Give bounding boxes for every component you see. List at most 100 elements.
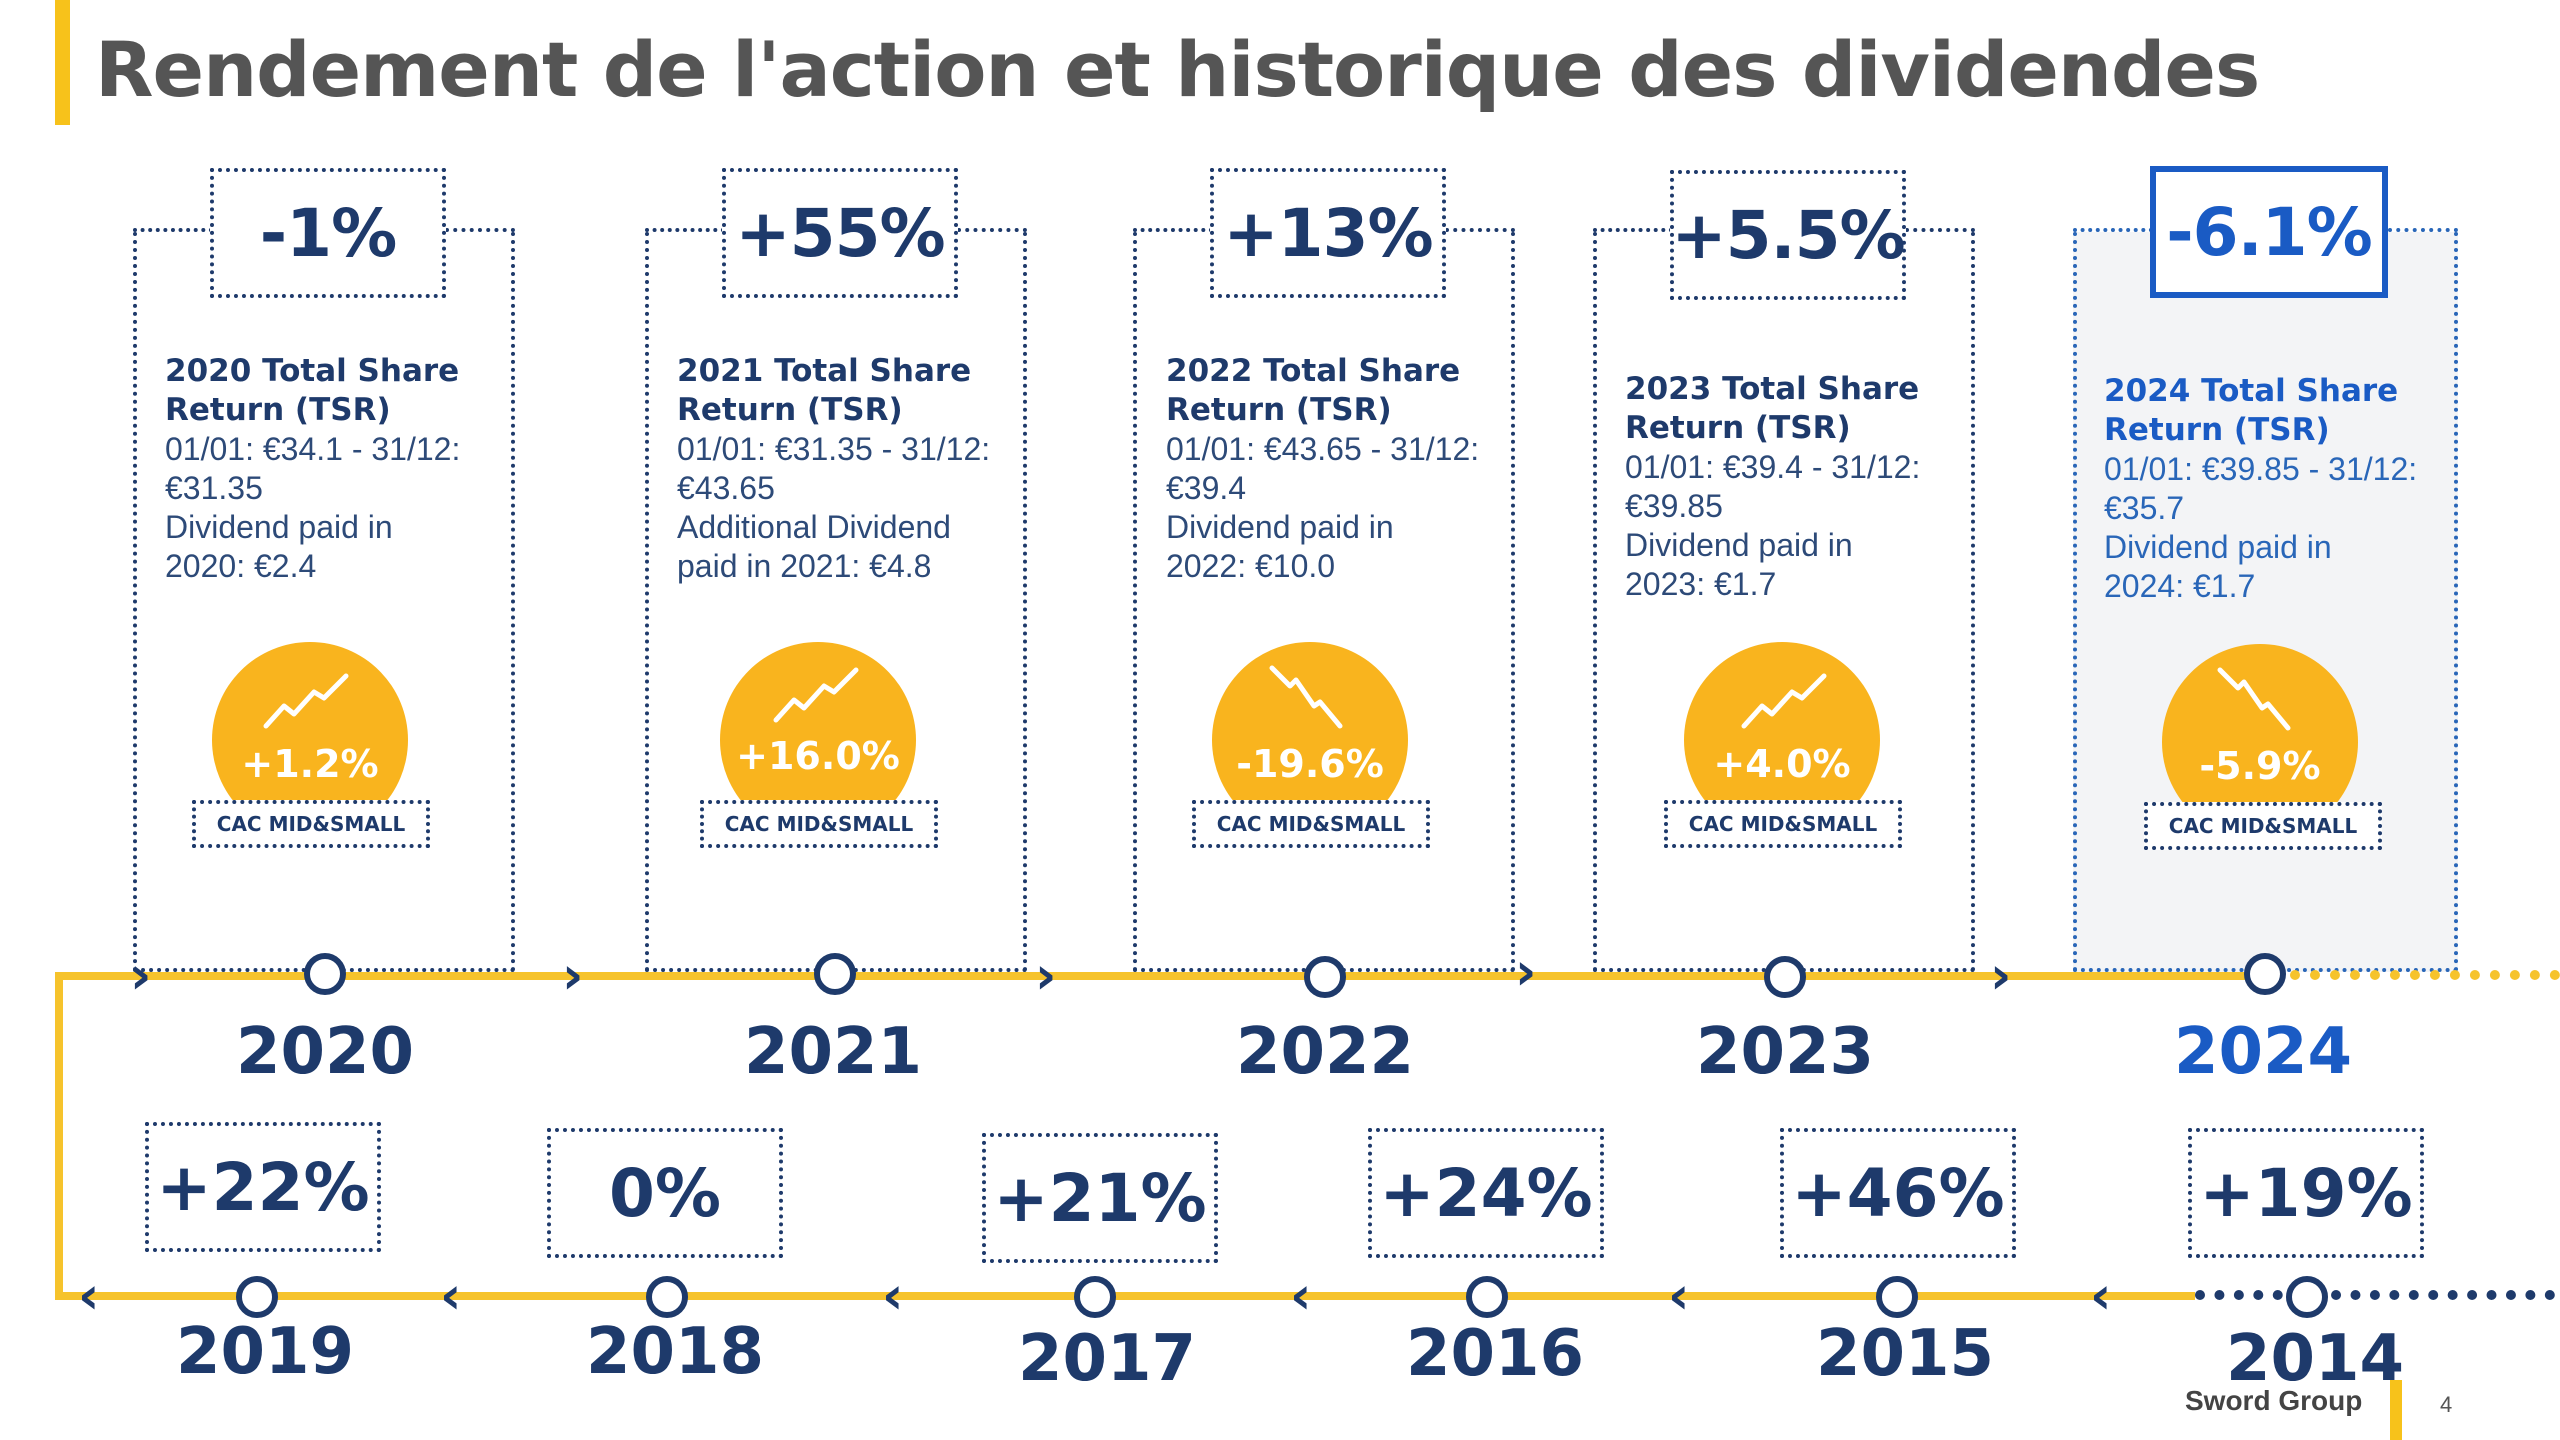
cac-label-2022: CAC MID&SMALL bbox=[1192, 800, 1430, 848]
tsr-line: 2020: €2.4 bbox=[165, 548, 317, 584]
tsr-heading-2023: 2023 Total Share Return (TSR) bbox=[1625, 371, 1920, 446]
chevron-left-icon: ‹ bbox=[1668, 1266, 1690, 1326]
cac-value-2024: -5.9% bbox=[2199, 744, 2321, 788]
tsr-badge-2020: -1% bbox=[210, 168, 446, 298]
tsr-heading-2022: 2022 Total Share Return (TSR) bbox=[1166, 353, 1461, 428]
year-label-2014: 2014 bbox=[2225, 1322, 2405, 1396]
timeline-node-2022 bbox=[1304, 956, 1346, 998]
chevron-left-icon: ‹ bbox=[2090, 1266, 2112, 1326]
tsr-badge-2014: +19% bbox=[2188, 1128, 2424, 1258]
timeline-node-2024 bbox=[2244, 953, 2286, 995]
timeline-node-2019 bbox=[236, 1276, 278, 1318]
tsr-desc-2020: 2020 Total Share Return (TSR) 01/01: €34… bbox=[165, 352, 495, 586]
timeline-node-2020 bbox=[304, 953, 346, 995]
tsr-line: €39.85 bbox=[1625, 488, 1723, 524]
cac-label-2021: CAC MID&SMALL bbox=[700, 800, 938, 848]
tsr-desc-2024: 2024 Total Share Return (TSR) 01/01: €39… bbox=[2104, 372, 2444, 606]
tsr-line: 2024: €1.7 bbox=[2104, 568, 2256, 604]
tsr-badge-2019: +22% bbox=[145, 1122, 381, 1252]
tsr-desc-2021: 2021 Total Share Return (TSR) 01/01: €31… bbox=[677, 352, 1017, 586]
chevron-right-icon: › bbox=[1990, 946, 2012, 1006]
tsr-heading-2021: 2021 Total Share Return (TSR) bbox=[677, 353, 972, 428]
cac-value-2021: +16.0% bbox=[736, 734, 900, 778]
cac-label-2023: CAC MID&SMALL bbox=[1664, 800, 1902, 848]
tsr-badge-2023: +5.5% bbox=[1670, 170, 1906, 300]
year-label-2021: 2021 bbox=[743, 1015, 923, 1089]
tsr-line: €39.4 bbox=[1166, 470, 1247, 506]
tsr-badge-2024: -6.1% bbox=[2150, 166, 2388, 298]
tsr-line: Dividend paid in bbox=[2104, 529, 2332, 565]
year-label-2020: 2020 bbox=[235, 1015, 415, 1089]
tsr-heading-2020: 2020 Total Share Return (TSR) bbox=[165, 353, 460, 428]
tsr-desc-2022: 2022 Total Share Return (TSR) 01/01: €43… bbox=[1166, 352, 1506, 586]
card-2020 bbox=[133, 228, 515, 972]
tsr-line: Additional Dividend bbox=[677, 509, 951, 545]
timeline-node-2015 bbox=[1876, 1276, 1918, 1318]
timeline-node-2021 bbox=[814, 953, 856, 995]
timeline-bottom bbox=[55, 1292, 2195, 1300]
chevron-right-icon: › bbox=[130, 946, 152, 1006]
trend-down-icon bbox=[1269, 665, 1343, 729]
footer-accent-bar bbox=[2390, 1380, 2402, 1440]
timeline-bottom-dotted bbox=[2195, 1290, 2555, 1300]
year-label-2017: 2017 bbox=[1017, 1322, 1197, 1396]
tsr-line: 01/01: €43.65 - 31/12: bbox=[1166, 431, 1480, 467]
tsr-heading-2024: 2024 Total Share Return (TSR) bbox=[2104, 373, 2399, 448]
tsr-badge-2016: +24% bbox=[1368, 1128, 1604, 1258]
tsr-line: 01/01: €39.85 - 31/12: bbox=[2104, 451, 2418, 487]
cac-label-2024: CAC MID&SMALL bbox=[2144, 802, 2382, 850]
trend-up-icon bbox=[263, 673, 349, 729]
timeline-node-2018 bbox=[646, 1276, 688, 1318]
tsr-line: Dividend paid in bbox=[1166, 509, 1394, 545]
tsr-line: paid in 2021: €4.8 bbox=[677, 548, 932, 584]
timeline-node-2016 bbox=[1466, 1276, 1508, 1318]
tsr-line: €43.65 bbox=[677, 470, 775, 506]
chevron-left-icon: ‹ bbox=[1290, 1266, 1312, 1326]
timeline-node-2017 bbox=[1074, 1276, 1116, 1318]
timeline-node-2014 bbox=[2286, 1276, 2328, 1318]
year-label-2023: 2023 bbox=[1695, 1015, 1875, 1089]
tsr-line: Dividend paid in bbox=[1625, 527, 1853, 563]
chevron-left-icon: ‹ bbox=[882, 1266, 904, 1326]
tsr-badge-2022: +13% bbox=[1210, 168, 1446, 298]
year-label-2016: 2016 bbox=[1405, 1317, 1585, 1391]
timeline-top bbox=[55, 972, 2260, 980]
trend-up-icon bbox=[1741, 673, 1827, 729]
page-title: Rendement de l'action et historique des … bbox=[95, 25, 2260, 114]
tsr-line: €31.35 bbox=[165, 470, 263, 506]
timeline-top-dotted bbox=[2290, 970, 2560, 980]
chevron-right-icon: › bbox=[1515, 942, 1537, 1002]
trend-down-icon bbox=[2217, 667, 2291, 731]
tsr-desc-2023: 2023 Total Share Return (TSR) 01/01: €39… bbox=[1625, 370, 1965, 604]
year-label-2024: 2024 bbox=[2173, 1015, 2353, 1089]
chevron-right-icon: › bbox=[1035, 946, 1057, 1006]
tsr-badge-2017: +21% bbox=[982, 1133, 1218, 1263]
chevron-right-icon: › bbox=[562, 946, 584, 1006]
chevron-left-icon: ‹ bbox=[78, 1266, 100, 1326]
chevron-left-icon: ‹ bbox=[440, 1266, 462, 1326]
footer-company: Sword Group bbox=[2185, 1385, 2363, 1416]
timeline-node-2023 bbox=[1764, 956, 1806, 998]
tsr-line: 2023: €1.7 bbox=[1625, 566, 1777, 602]
year-label-2015: 2015 bbox=[1815, 1317, 1995, 1391]
tsr-badge-2018: 0% bbox=[547, 1128, 783, 1258]
year-label-2018: 2018 bbox=[585, 1315, 765, 1389]
trend-up-icon bbox=[773, 667, 859, 723]
cac-value-2020: +1.2% bbox=[241, 742, 379, 786]
card-2022 bbox=[1133, 228, 1515, 972]
tsr-line: 2022: €10.0 bbox=[1166, 548, 1336, 584]
cac-value-2023: +4.0% bbox=[1713, 742, 1851, 786]
tsr-line: €35.7 bbox=[2104, 490, 2185, 526]
year-label-2019: 2019 bbox=[175, 1315, 355, 1389]
title-accent-bar bbox=[55, 0, 70, 125]
tsr-badge-2021: +55% bbox=[722, 168, 958, 298]
cac-label-2020: CAC MID&SMALL bbox=[192, 800, 430, 848]
cac-value-2022: -19.6% bbox=[1236, 742, 1384, 786]
timeline-connector bbox=[55, 972, 63, 1300]
year-label-2022: 2022 bbox=[1235, 1015, 1415, 1089]
tsr-line: Dividend paid in bbox=[165, 509, 393, 545]
card-2021 bbox=[645, 228, 1027, 972]
tsr-badge-2015: +46% bbox=[1780, 1128, 2016, 1258]
page-number: 4 bbox=[2440, 1392, 2453, 1417]
tsr-line: 01/01: €31.35 - 31/12: bbox=[677, 431, 991, 467]
